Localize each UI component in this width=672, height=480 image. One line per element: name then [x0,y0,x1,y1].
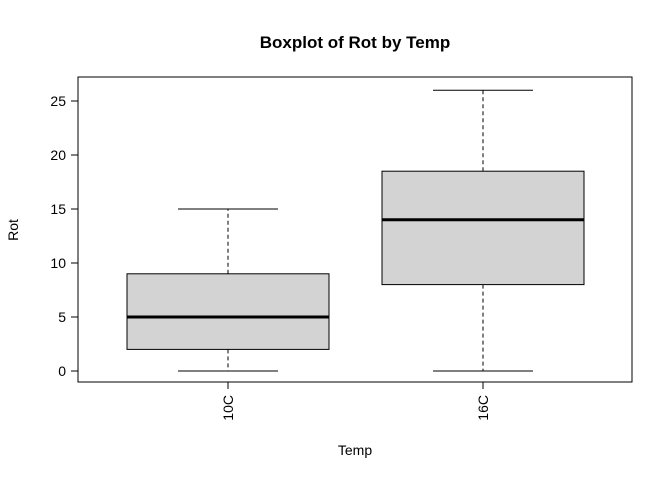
box-16C [381,89,585,372]
y-axis-label: Rot [5,219,21,241]
box-10C [126,208,330,372]
iqr-box [381,170,585,286]
x-axis: 10C 16C [220,381,491,421]
plot-marks [126,89,585,372]
x-tick-label: 16C [475,395,491,421]
y-axis: 0 5 10 15 20 25 [50,93,79,379]
iqr-box [126,273,330,350]
y-tick-label: 20 [50,147,66,163]
y-tick-label: 10 [50,255,66,271]
x-axis-label: Temp [338,442,372,458]
y-tick-label: 15 [50,201,66,217]
y-tick-label: 0 [58,363,66,379]
chart-title: Boxplot of Rot by Temp [260,33,450,52]
y-tick-label: 25 [50,93,66,109]
x-tick-label: 10C [220,395,236,421]
y-tick-label: 5 [58,309,66,325]
